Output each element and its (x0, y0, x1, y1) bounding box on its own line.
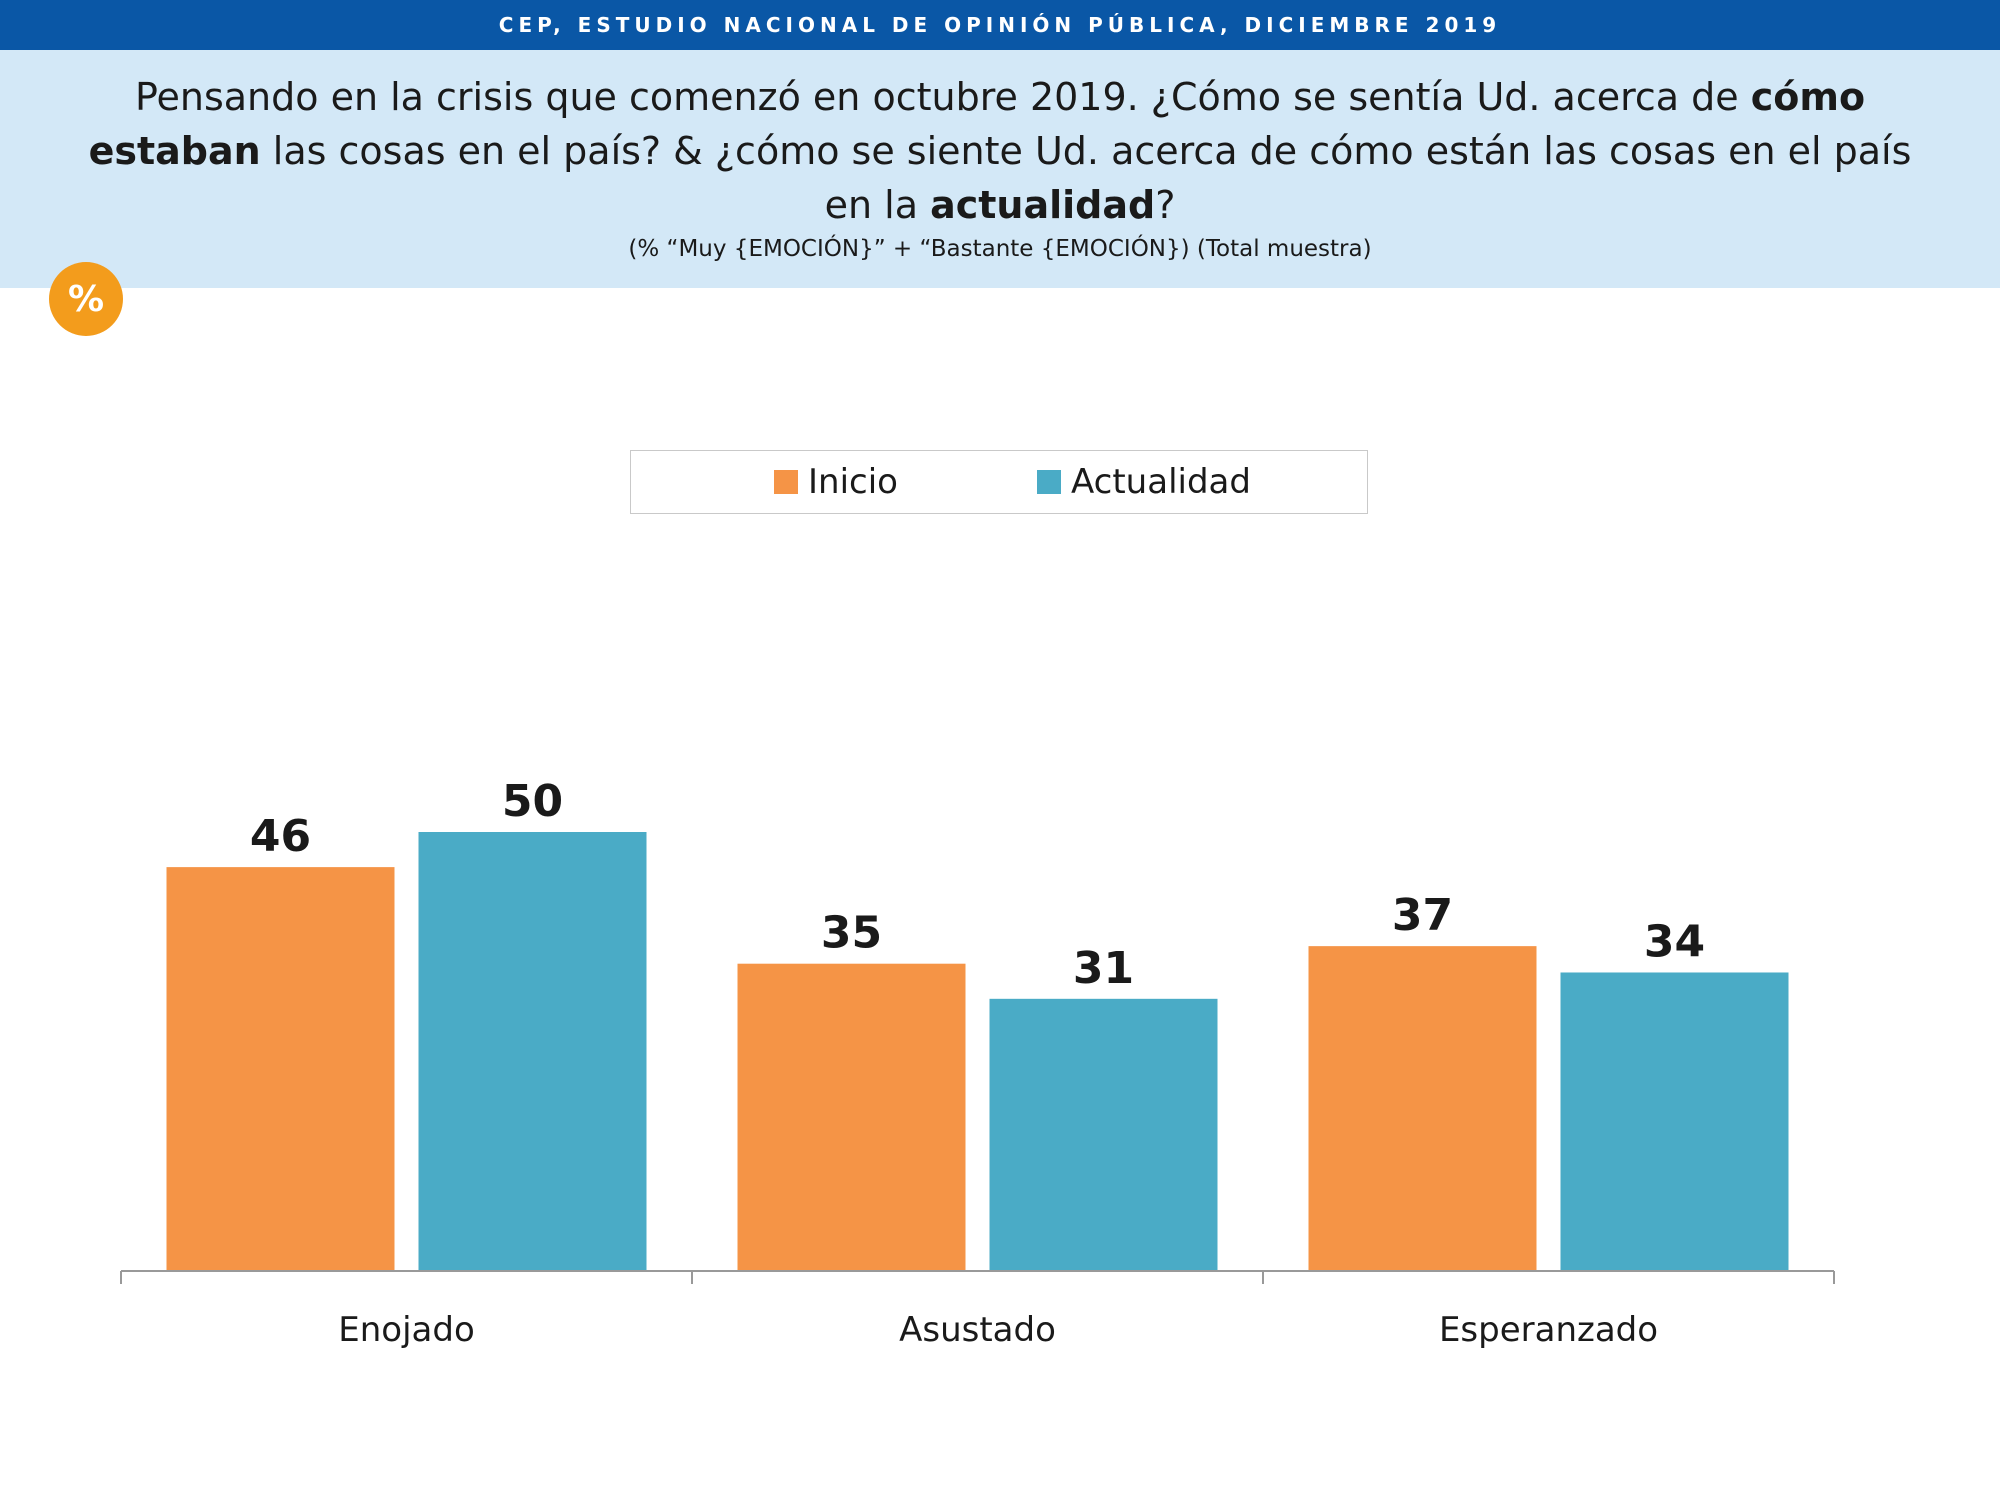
bar-actualidad-asustado (989, 998, 1218, 1271)
data-label-actualidad-enojado: 50 (502, 776, 563, 827)
question-note: (% “Muy {EMOCIÓN}” + “Bastante {EMOCIÓN}… (628, 236, 1372, 262)
data-label-inicio-asustado: 35 (821, 908, 882, 959)
question-emphasis-1: cómo estaban (88, 75, 1866, 173)
survey-banner: CEP, ESTUDIO NACIONAL DE OPINIÓN PÚBLICA… (0, 0, 2000, 50)
bar-actualidad-enojado (418, 832, 647, 1271)
data-label-actualidad-asustado: 31 (1073, 943, 1134, 994)
legend-label-inicio: Inicio (808, 462, 898, 502)
question-panel: Pensando en la crisis que comenzó en oct… (0, 50, 2000, 288)
legend-swatch-actualidad (1037, 470, 1061, 494)
data-label-inicio-enojado: 46 (250, 811, 311, 862)
legend-item-inicio: Inicio (774, 451, 898, 513)
bar-inicio-enojado (166, 867, 395, 1271)
percent-symbol: % (67, 278, 105, 320)
survey-title: CEP, ESTUDIO NACIONAL DE OPINIÓN PÚBLICA… (498, 13, 1502, 37)
bar-inicio-asustado (737, 963, 966, 1271)
question-part-2: las cosas en el país? & ¿cómo se siente … (260, 129, 1912, 227)
category-label-esperanzado: Esperanzado (1439, 1310, 1658, 1350)
category-label-enojado: Enojado (338, 1310, 475, 1350)
question-part-3: ? (1155, 183, 1176, 227)
question-part-1: Pensando en la crisis que comenzó en oct… (134, 75, 1751, 119)
legend-swatch-inicio (774, 470, 798, 494)
percent-badge-icon: % (49, 262, 123, 336)
legend-label-actualidad: Actualidad (1071, 462, 1251, 502)
question-emphasis-2: actualidad (930, 183, 1156, 227)
legend-item-actualidad: Actualidad (1037, 451, 1251, 513)
question-text: Pensando en la crisis que comenzó en oct… (60, 70, 1940, 232)
category-label-asustado: Asustado (899, 1310, 1056, 1350)
bar-inicio-esperanzado (1308, 946, 1537, 1271)
chart-legend: Inicio Actualidad (630, 450, 1368, 514)
data-label-inicio-esperanzado: 37 (1392, 890, 1453, 941)
bar-actualidad-esperanzado (1560, 972, 1789, 1271)
data-label-actualidad-esperanzado: 34 (1644, 916, 1705, 967)
